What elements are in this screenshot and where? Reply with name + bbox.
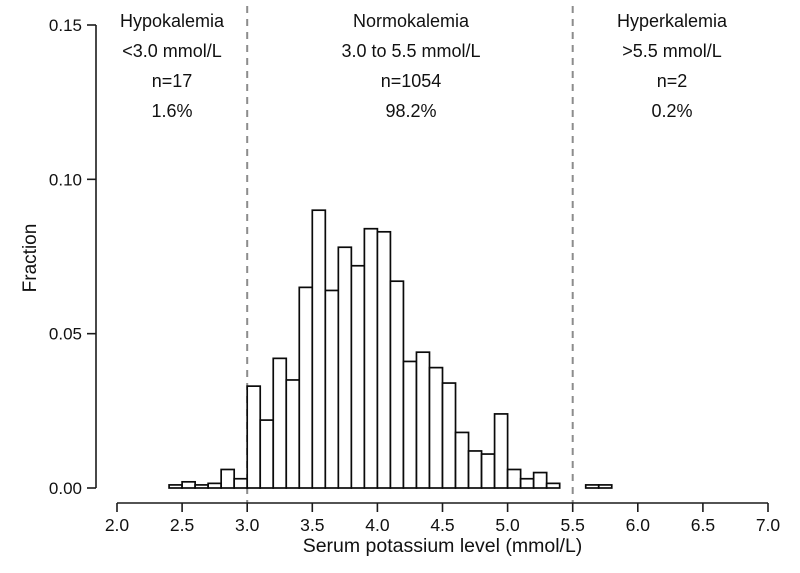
region-percent: 0.2% xyxy=(651,101,693,121)
histogram-bar xyxy=(480,453,496,489)
histogram-bar xyxy=(441,382,457,489)
x-tick-label: 2.0 xyxy=(105,515,130,535)
x-tick-label: 6.0 xyxy=(626,515,651,535)
histogram-bar xyxy=(272,357,288,489)
y-tick-label: 0.00 xyxy=(49,479,82,498)
histogram-bar xyxy=(454,431,470,489)
x-tick-label: 3.0 xyxy=(235,515,260,535)
region-percent: 1.6% xyxy=(151,101,193,121)
histogram-bar xyxy=(259,419,275,489)
histogram-bar xyxy=(519,477,535,489)
region-count: n=17 xyxy=(151,71,193,91)
histogram-bar xyxy=(493,413,509,489)
x-tick-label: 7.0 xyxy=(756,515,781,535)
histogram-bar xyxy=(363,227,379,489)
x-tick-label: 5.5 xyxy=(561,515,585,535)
x-tick-label: 3.5 xyxy=(300,515,324,535)
x-tick-label: 4.5 xyxy=(430,515,454,535)
region-percent: 98.2% xyxy=(385,101,437,121)
y-tick-label: 0.05 xyxy=(49,325,82,344)
x-tick-label: 2.5 xyxy=(170,515,194,535)
region-name: Hypokalemia xyxy=(119,11,225,31)
region-count: n=1054 xyxy=(380,71,442,91)
region-name: Hyperkalemia xyxy=(616,11,728,31)
histogram-bar xyxy=(532,471,548,489)
histogram-bar xyxy=(467,450,483,489)
histogram-bar xyxy=(402,360,418,489)
region-count: n=2 xyxy=(656,71,688,91)
region-name: Normokalemia xyxy=(352,11,470,31)
histogram-bar xyxy=(337,246,353,489)
y-tick-label: 0.15 xyxy=(49,16,82,35)
histogram-bar xyxy=(207,482,223,489)
histogram-bar xyxy=(298,286,314,489)
histogram-bar xyxy=(350,264,366,489)
histogram-bar xyxy=(545,482,561,489)
histogram-bar xyxy=(220,468,236,489)
histogram-bar xyxy=(428,366,444,489)
region-range: <3.0 mmol/L xyxy=(122,41,222,61)
x-tick-label: 5.0 xyxy=(495,515,520,535)
y-axis-title: Fraction xyxy=(20,224,41,293)
histogram-bar xyxy=(324,289,340,489)
histogram-bar xyxy=(246,385,262,489)
histogram-bar xyxy=(194,484,209,489)
histogram-bar xyxy=(168,484,183,489)
y-tick-label: 0.10 xyxy=(49,170,82,189)
histogram-bar xyxy=(233,477,249,489)
histogram-bar xyxy=(506,468,522,489)
region-label-hypokalemia: Hypokalemia <3.0 mmol/L n=17 1.6% xyxy=(97,6,247,126)
region-label-hyperkalemia: Hyperkalemia >5.5 mmol/L n=2 0.2% xyxy=(592,6,752,126)
histogram-bar xyxy=(285,379,301,489)
histogram-bar xyxy=(597,484,613,489)
histogram-bar xyxy=(415,351,431,489)
histogram-bar xyxy=(376,230,392,489)
histogram-bar xyxy=(389,280,405,489)
region-range: >5.5 mmol/L xyxy=(622,41,722,61)
x-tick-label: 4.0 xyxy=(365,515,390,535)
x-tick-label: 6.5 xyxy=(691,515,715,535)
region-range: 3.0 to 5.5 mmol/L xyxy=(341,41,481,61)
x-axis-title: Serum potassium level (mmol/L) xyxy=(303,535,583,557)
region-label-normokalemia: Normokalemia 3.0 to 5.5 mmol/L n=1054 98… xyxy=(311,6,511,126)
histogram-bar xyxy=(181,480,196,489)
histogram-bar xyxy=(311,209,327,489)
histogram-bar xyxy=(584,484,600,489)
